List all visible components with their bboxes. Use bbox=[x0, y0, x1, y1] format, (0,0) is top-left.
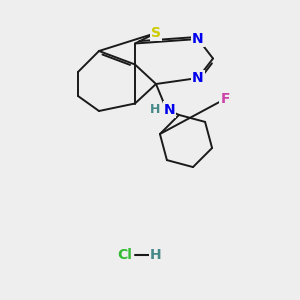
Text: N: N bbox=[164, 103, 175, 116]
Text: N: N bbox=[192, 71, 204, 85]
Text: H: H bbox=[150, 103, 160, 116]
Text: H: H bbox=[150, 248, 162, 262]
Text: N: N bbox=[192, 32, 204, 46]
Text: S: S bbox=[151, 26, 161, 40]
Text: Cl: Cl bbox=[117, 248, 132, 262]
Text: F: F bbox=[220, 92, 230, 106]
